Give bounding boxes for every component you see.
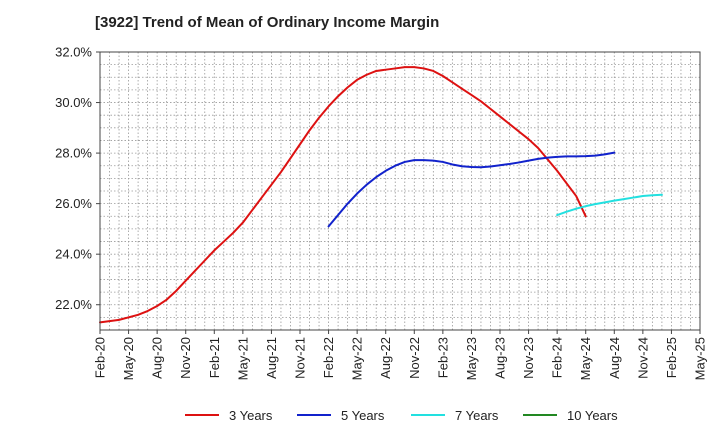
y-tick-label: 22.0% xyxy=(55,297,92,312)
legend-swatch-3-years xyxy=(185,414,219,416)
series-lines xyxy=(99,66,663,324)
x-tick-label: Feb-25 xyxy=(664,337,679,378)
chart-title: [3922] Trend of Mean of Ordinary Income … xyxy=(95,14,440,31)
legend-item-5-years: 5 Years xyxy=(297,404,384,426)
y-tick-label: 26.0% xyxy=(55,196,92,211)
x-tick-label: Feb-22 xyxy=(321,337,336,378)
x-tick-label: Nov-21 xyxy=(293,337,308,379)
legend-label-10-years: 10 Years xyxy=(567,407,618,423)
x-tick-label: Aug-20 xyxy=(150,337,165,379)
x-tick-label: Aug-24 xyxy=(607,337,622,379)
x-tick-label: Nov-22 xyxy=(407,337,422,379)
x-tick-label: Feb-20 xyxy=(93,337,108,378)
y-tick-label: 30.0% xyxy=(55,95,92,110)
legend-label-3-years: 3 Years xyxy=(229,407,273,423)
legend-item-3-years: 3 Years xyxy=(185,404,272,426)
series-line-5-years xyxy=(327,151,616,228)
x-tick-label: Nov-20 xyxy=(178,337,193,379)
legend-label-7-years: 7 Years xyxy=(455,407,499,423)
legend-item-7-years: 7 Years xyxy=(411,404,498,426)
grid-lines xyxy=(100,52,700,330)
x-tick-label: Feb-21 xyxy=(207,337,222,378)
series-line-3-years xyxy=(99,66,587,324)
legend-swatch-7-years xyxy=(411,414,445,416)
legend: 3 Years 5 Years 7 Years 10 Years xyxy=(0,404,720,426)
x-tick-label: Nov-23 xyxy=(521,337,536,379)
x-tick-label: May-21 xyxy=(235,337,250,380)
x-tick-label: May-23 xyxy=(464,337,479,380)
y-tick-label: 32.0% xyxy=(55,45,92,60)
x-tick-label: Feb-24 xyxy=(550,337,565,378)
y-axis-ticks: 22.0% 24.0% 26.0% 28.0% 30.0% 32.0% xyxy=(55,45,100,312)
legend-label-5-years: 5 Years xyxy=(341,407,385,423)
x-tick-label: Aug-23 xyxy=(493,337,508,379)
legend-item-10-years: 10 Years xyxy=(523,404,618,426)
y-tick-label: 28.0% xyxy=(55,146,92,161)
y-tick-label: 24.0% xyxy=(55,247,92,262)
legend-swatch-10-years xyxy=(523,414,557,416)
x-tick-label: May-25 xyxy=(693,337,708,380)
x-tick-label: Nov-24 xyxy=(635,337,650,379)
x-tick-label: Aug-22 xyxy=(378,337,393,379)
x-tick-label: May-20 xyxy=(121,337,136,380)
series-line-7-years xyxy=(556,193,663,217)
plot-area xyxy=(99,51,701,331)
x-tick-label: Feb-23 xyxy=(435,337,450,378)
legend-swatch-5-years xyxy=(297,414,331,416)
x-tick-label: May-22 xyxy=(350,337,365,380)
x-tick-label: May-24 xyxy=(578,337,593,380)
x-axis-ticks: Feb-20 May-20 Aug-20 Nov-20 Feb-21 May-21 Aug-… xyxy=(93,330,708,380)
x-tick-label: Aug-21 xyxy=(264,337,279,379)
